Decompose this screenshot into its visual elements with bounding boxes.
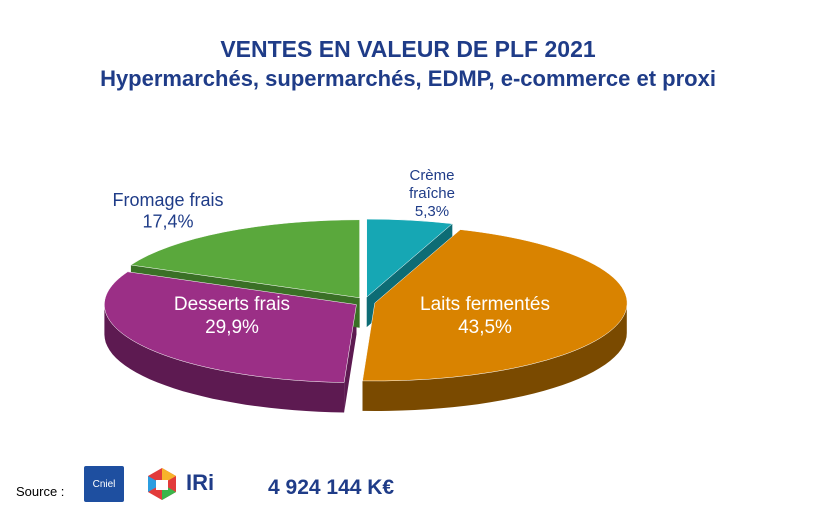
slice-label-2: Desserts frais 29,9% [174, 294, 290, 338]
pie-slice-wall-2 [104, 304, 345, 413]
source-label: Source : [16, 484, 65, 499]
slice-label-line-3-0: Fromage frais [112, 190, 223, 210]
total-sales-value: 4 924 144 K€ [268, 476, 395, 499]
slice-label-3: Fromage frais 17,4% [112, 190, 223, 232]
slice-label-line-2-1: 29,9% [205, 317, 259, 338]
slice-label-line-0-2: 5,3% [415, 203, 449, 220]
slice-label-1: Laits fermentés 43,5% [420, 294, 550, 338]
cniel-logo: Cniel [84, 466, 124, 502]
slice-label-line-1-0: Laits fermentés [420, 294, 550, 315]
slice-label-line-0-1: fraîche [409, 185, 455, 202]
slice-label-line-1-1: 43,5% [458, 317, 512, 338]
pie-slice-2 [104, 271, 357, 383]
iri-logo-text: IRi [186, 470, 215, 495]
cniel-logo-text: Cniel [92, 478, 116, 490]
slice-label-line-0-0: Crème [409, 167, 454, 184]
pie-slice-3 [130, 219, 360, 299]
iri-logo-icon [148, 468, 176, 500]
pie-slice-0 [366, 218, 453, 298]
slice-label-0: Crème fraîche 5,3% [409, 167, 455, 220]
slice-label-line-2-0: Desserts frais [174, 294, 290, 315]
chart-subtitle: Hypermarchés, supermarchés, EDMP, e-comm… [100, 66, 716, 91]
pie-slice-wall-1 [362, 303, 627, 411]
chart-title: VENTES EN VALEUR DE PLF 2021 [220, 36, 596, 62]
chart-title-block: VENTES EN VALEUR DE PLF 2021 Hypermarché… [0, 34, 816, 94]
slice-label-line-3-1: 17,4% [142, 212, 193, 232]
pie-slice-1 [362, 229, 628, 382]
